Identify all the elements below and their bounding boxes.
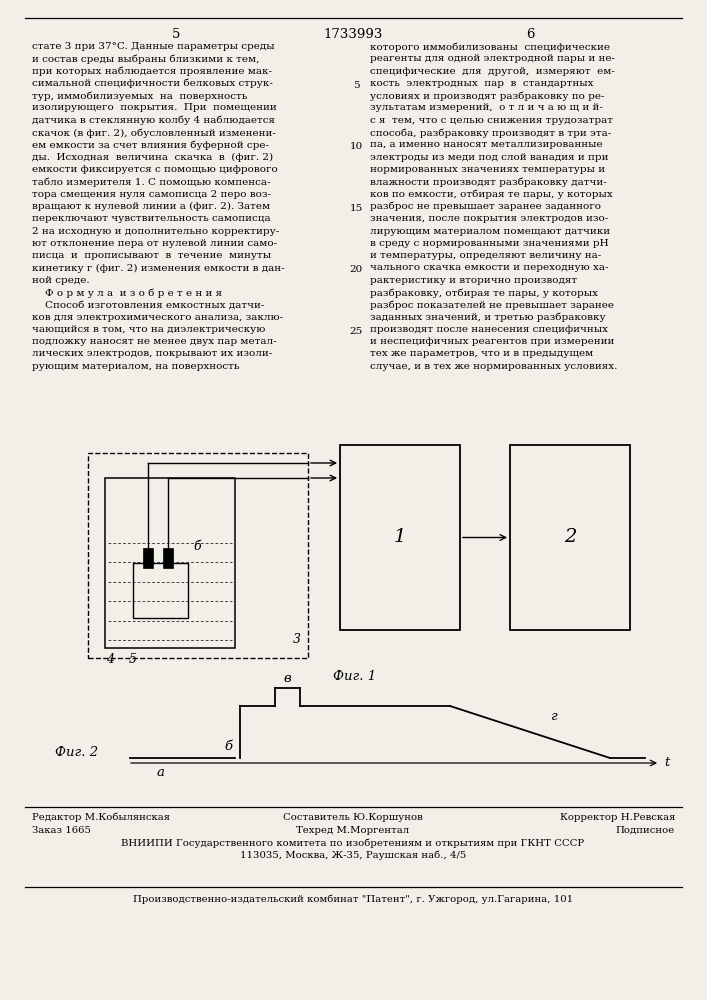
Text: тех же параметров, что и в предыдущем: тех же параметров, что и в предыдущем (370, 350, 593, 359)
Text: 5: 5 (129, 653, 137, 666)
Text: Подписное: Подписное (616, 826, 675, 835)
Text: зультатам измерений,  о т л и ч а ю щ и й-: зультатам измерений, о т л и ч а ю щ и й… (370, 104, 603, 112)
Text: вращают к нулевой линии а (фиг. 2). Затем: вращают к нулевой линии а (фиг. 2). Зате… (32, 202, 270, 211)
Text: 15: 15 (349, 204, 363, 213)
Text: симальной специфичности белковых струк-: симальной специфичности белковых струк- (32, 79, 273, 88)
Text: б: б (193, 540, 201, 553)
Text: стате 3 при 37°C. Данные параметры среды: стате 3 при 37°C. Данные параметры среды (32, 42, 274, 51)
Text: 1733993: 1733993 (323, 28, 382, 41)
Text: а: а (156, 766, 164, 779)
Text: которого иммобилизованы  специфические: которого иммобилизованы специфические (370, 42, 610, 51)
Text: t: t (664, 756, 670, 770)
Text: Корректор Н.Ревская: Корректор Н.Ревская (560, 813, 675, 822)
Text: емкости фиксируется с помощью цифрового: емкости фиксируется с помощью цифрового (32, 165, 278, 174)
Text: рактеристику и вторично производят: рактеристику и вторично производят (370, 276, 577, 285)
Text: разбраковку, отбирая те пары, у которых: разбраковку, отбирая те пары, у которых (370, 288, 598, 298)
Text: переключают чувствительность самописца: переключают чувствительность самописца (32, 214, 271, 223)
Bar (510, 445, 630, 630)
Text: чающийся в том, что на диэлектрическую: чающийся в том, что на диэлектрическую (32, 325, 265, 334)
Bar (88, 453, 308, 658)
Text: ной среде.: ной среде. (32, 276, 90, 285)
Text: ют отклонение пера от нулевой линии само-: ют отклонение пера от нулевой линии само… (32, 239, 277, 248)
Text: подложку наносят не менее двух пар метал-: подложку наносят не менее двух пар метал… (32, 337, 276, 346)
Text: Способ изготовления емкостных датчи-: Способ изготовления емкостных датчи- (32, 300, 264, 309)
Text: ды.  Исходная  величина  скачка  в  (фиг. 2): ды. Исходная величина скачка в (фиг. 2) (32, 153, 273, 162)
Text: в среду с нормированными значениями pH: в среду с нормированными значениями pH (370, 239, 609, 248)
Text: кинетику г (фиг. 2) изменения емкости в дан-: кинетику г (фиг. 2) изменения емкости в … (32, 263, 285, 273)
Text: б: б (224, 740, 232, 753)
Text: 5: 5 (172, 28, 180, 41)
Text: табло измерителя 1. С помощью компенса-: табло измерителя 1. С помощью компенса- (32, 177, 271, 187)
Text: реагенты для одной электродной пары и не-: реагенты для одной электродной пары и не… (370, 54, 615, 63)
Text: разброс не превышает заранее заданного: разброс не превышает заранее заданного (370, 202, 601, 211)
Text: 113035, Москва, Ж-35, Раушская наб., 4/5: 113035, Москва, Ж-35, Раушская наб., 4/5 (240, 851, 466, 860)
Text: 25: 25 (349, 327, 363, 336)
Text: и состав среды выбраны близкими к тем,: и состав среды выбраны близкими к тем, (32, 54, 259, 64)
Text: ем емкости за счет влияния буферной сре-: ем емкости за счет влияния буферной сре- (32, 140, 269, 150)
Bar (105, 478, 235, 648)
Text: 10: 10 (349, 142, 363, 151)
Text: тора смещения нуля самописца 2 перо воз-: тора смещения нуля самописца 2 перо воз- (32, 190, 271, 199)
Text: нормированных значениях температуры и: нормированных значениях температуры и (370, 165, 605, 174)
Text: Фиг. 1: Фиг. 1 (334, 670, 377, 683)
Bar (163, 548, 173, 568)
Text: г: г (550, 710, 556, 724)
Text: и температуры, определяют величину на-: и температуры, определяют величину на- (370, 251, 601, 260)
Text: заданных значений, и третью разбраковку: заданных значений, и третью разбраковку (370, 313, 606, 322)
Text: случае, и в тех же нормированных условиях.: случае, и в тех же нормированных условия… (370, 362, 617, 371)
Text: с я  тем, что с целью снижения трудозатрат: с я тем, что с целью снижения трудозатра… (370, 116, 613, 125)
Text: Фиг. 2: Фиг. 2 (55, 746, 98, 760)
Text: и неспецифичных реагентов при измерении: и неспецифичных реагентов при измерении (370, 337, 614, 346)
Text: разброс показателей не превышает заранее: разброс показателей не превышает заранее (370, 300, 614, 310)
Text: 2: 2 (563, 528, 576, 546)
Text: в: в (284, 672, 291, 685)
Text: Заказ 1665: Заказ 1665 (32, 826, 91, 835)
Text: Ф о р м у л а  и з о б р е т е н и я: Ф о р м у л а и з о б р е т е н и я (32, 288, 222, 298)
Text: 4: 4 (106, 653, 114, 666)
Text: 20: 20 (349, 265, 363, 274)
Text: рующим материалом, на поверхность: рующим материалом, на поверхность (32, 362, 240, 371)
Text: Производственно-издательский комбинат "Патент", г. Ужгород, ул.Гагарина, 101: Производственно-издательский комбинат "П… (133, 894, 573, 904)
Text: Редактор М.Кобылянская: Редактор М.Кобылянская (32, 813, 170, 822)
Text: тур, иммобилизуемых  на  поверхность: тур, иммобилизуемых на поверхность (32, 91, 247, 101)
Text: 1: 1 (394, 528, 407, 546)
Text: писца  и  прописывают  в  течение  минуты: писца и прописывают в течение минуты (32, 251, 271, 260)
Text: электроды из меди под слой ванадия и при: электроды из меди под слой ванадия и при (370, 153, 609, 162)
Text: ВНИИПИ Государственного комитета по изобретениям и открытиям при ГКНТ СССР: ВНИИПИ Государственного комитета по изоб… (122, 839, 585, 848)
Text: условиях и производят разбраковку по ре-: условиях и производят разбраковку по ре- (370, 91, 604, 101)
Text: ков по емкости, отбирая те пары, у которых: ков по емкости, отбирая те пары, у котор… (370, 190, 613, 199)
Text: па, а именно наносят металлизированные: па, а именно наносят металлизированные (370, 140, 602, 149)
Text: скачок (в фиг. 2), обусловленный изменени-: скачок (в фиг. 2), обусловленный изменен… (32, 128, 276, 138)
Bar (133, 563, 188, 618)
Text: при которых наблюдается проявление мак-: при которых наблюдается проявление мак- (32, 67, 272, 76)
Text: 2 на исходную и дополнительно корректиру-: 2 на исходную и дополнительно корректиру… (32, 227, 279, 235)
Text: 6: 6 (526, 28, 534, 41)
Text: изолирующего  покрытия.  При  помещении: изолирующего покрытия. При помещении (32, 104, 276, 112)
Text: датчика в стеклянную колбу 4 наблюдается: датчика в стеклянную колбу 4 наблюдается (32, 116, 275, 125)
Text: производят после нанесения специфичных: производят после нанесения специфичных (370, 325, 608, 334)
Text: ков для электрохимического анализа, заклю-: ков для электрохимического анализа, закл… (32, 313, 283, 322)
Bar (143, 548, 153, 568)
Text: 5: 5 (353, 81, 359, 90)
Text: 3: 3 (293, 633, 301, 646)
Text: кость  электродных  пар  в  стандартных: кость электродных пар в стандартных (370, 79, 593, 88)
Text: значения, после покрытия электродов изо-: значения, после покрытия электродов изо- (370, 214, 608, 223)
Text: чального скачка емкости и переходную ха-: чального скачка емкости и переходную ха- (370, 263, 609, 272)
Text: специфические  для  другой,  измеряют  ем-: специфические для другой, измеряют ем- (370, 67, 615, 76)
Text: способа, разбраковку производят в три эта-: способа, разбраковку производят в три эт… (370, 128, 612, 138)
Bar (340, 445, 460, 630)
Text: лических электродов, покрывают их изоли-: лических электродов, покрывают их изоли- (32, 350, 272, 359)
Text: влажности производят разбраковку датчи-: влажности производят разбраковку датчи- (370, 177, 607, 187)
Text: лирующим материалом помещают датчики: лирующим материалом помещают датчики (370, 227, 610, 235)
Text: Техред М.Моргентал: Техред М.Моргентал (296, 826, 409, 835)
Text: Составитель Ю.Коршунов: Составитель Ю.Коршунов (283, 813, 423, 822)
